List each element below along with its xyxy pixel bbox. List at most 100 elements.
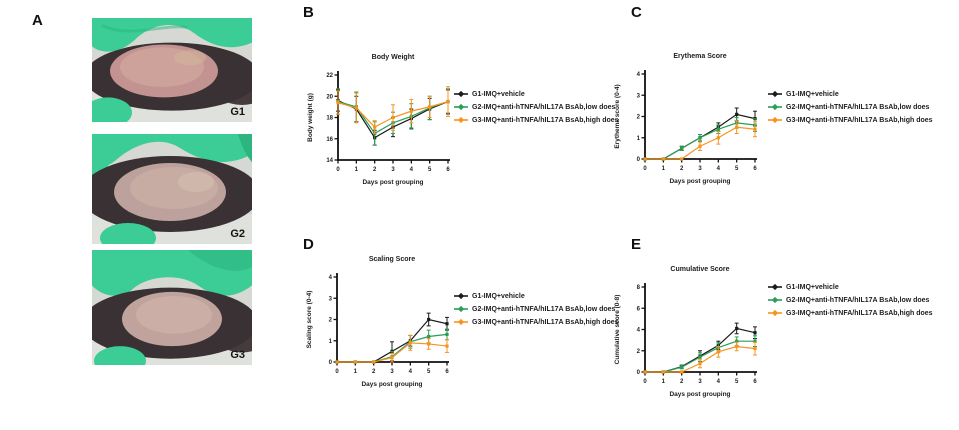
chart-body-weight: Body Weight Body weight (g) Days post grou…	[307, 54, 450, 186]
series-marker-icon	[454, 116, 468, 124]
legend-label: G3-IMQ+anti-hTNFA/hIL17A BsAb,high does	[472, 116, 619, 124]
data-point-marker	[680, 370, 684, 374]
x-tick-label: 1	[355, 167, 359, 173]
data-point-marker	[445, 344, 449, 348]
legend-item: G3-IMQ+anti-hTNFA/hIL17A BsAb,high does	[768, 116, 933, 124]
legend-item: G1-IMQ+vehicle	[768, 90, 933, 98]
y-tick-label: 6	[637, 306, 641, 312]
axes	[337, 71, 450, 161]
y-tick-label: 1	[637, 136, 641, 142]
y-axis-label: Scaling score (0-4)	[306, 291, 313, 349]
x-tick-label: 2	[680, 166, 684, 172]
data-point-marker	[353, 360, 357, 364]
x-tick-label: 4	[717, 166, 721, 172]
y-tick-label: 2	[637, 115, 641, 121]
mouse-skin-illustration	[92, 18, 252, 122]
chart-title: Scaling Score	[369, 256, 415, 263]
series-marker-icon	[454, 318, 468, 326]
y-tick-label: 22	[326, 73, 333, 79]
series-marker-icon	[768, 309, 782, 317]
data-point-marker	[716, 127, 720, 131]
series-3	[335, 334, 449, 364]
legend-item: G1-IMQ+vehicle	[454, 90, 619, 98]
axes	[336, 273, 449, 363]
legend-item: G2-IMQ+anti-hTNFA/hIL17A BsAb,low does	[768, 296, 933, 304]
legend-item: G2-IMQ+anti-hTNFA/hIL17A BsAb,low does	[768, 103, 933, 111]
x-tick-label: 6	[753, 379, 757, 385]
data-point-marker	[336, 101, 340, 105]
data-point-marker	[698, 136, 702, 140]
legend-label: G2-IMQ+anti-hTNFA/hIL17A BsAb,low does	[472, 305, 616, 313]
series-3	[336, 86, 450, 134]
data-point-marker	[391, 115, 395, 120]
mouse-skin-photo-g1: G1	[92, 18, 252, 122]
legend-label: G1-IMQ+vehicle	[472, 292, 525, 300]
panel-label-a: A	[32, 12, 44, 29]
legend-item: G2-IMQ+anti-hTNFA/hIL17A BsAb,low does	[454, 305, 619, 313]
series-marker-icon	[454, 305, 468, 313]
y-axis-label: Erythema score (0-4)	[614, 84, 621, 148]
y-tick-label: 16	[326, 137, 333, 143]
y-axis-label: Cumulative score (0-8)	[614, 295, 621, 365]
y-axis-label: Body weight (g)	[307, 93, 314, 142]
x-tick-label: 5	[428, 167, 432, 173]
legend-body-weight: G1-IMQ+vehicle G2-IMQ+anti-hTNFA/hIL17A B…	[454, 90, 619, 129]
mouse-skin-illustration	[92, 134, 252, 244]
data-point-marker	[735, 112, 739, 116]
series-2	[643, 117, 757, 161]
series-marker-icon	[454, 90, 468, 98]
y-tick-label: 2	[637, 349, 641, 355]
series-3	[643, 120, 757, 161]
x-tick-label: 2	[680, 379, 684, 385]
glove-thumb	[92, 97, 132, 122]
data-point-marker	[445, 322, 449, 326]
legend-item: G3-IMQ+anti-hTNFA/hIL17A BsAb,high does	[768, 309, 933, 317]
series-marker-icon	[768, 116, 782, 124]
legend-cumulative-score: G1-IMQ+vehicle G2-IMQ+anti-hTNFA/hIL17A B…	[768, 283, 933, 322]
legend-item: G3-IMQ+anti-hTNFA/hIL17A BsAb,high does	[454, 318, 619, 326]
legend-label: G1-IMQ+vehicle	[786, 90, 839, 98]
photo-label-g1: G1	[230, 106, 245, 118]
data-point-marker	[354, 106, 358, 110]
chart-erythema-score: Erythema Score Erythema score (0-4) Days p…	[614, 53, 757, 185]
legend-item: G2-IMQ+anti-hTNFA/hIL17A BsAb,low does	[454, 103, 619, 111]
legend-label: G2-IMQ+anti-hTNFA/hIL17A BsAb,low does	[786, 103, 930, 111]
photo-label-g3: G3	[230, 349, 245, 361]
x-axis-label: Days post grouping	[669, 178, 730, 185]
x-tick-label: 3	[390, 369, 394, 375]
legend-item: G1-IMQ+vehicle	[454, 292, 619, 300]
series-marker-icon	[768, 296, 782, 304]
legend-label: G3-IMQ+anti-hTNFA/hIL17A BsAb,high does	[786, 309, 933, 317]
legend-label: G1-IMQ+vehicle	[786, 283, 839, 291]
x-tick-label: 6	[445, 369, 449, 375]
y-tick-label: 0	[637, 157, 641, 163]
x-tick-label: 2	[373, 167, 377, 173]
x-tick-label: 1	[662, 166, 666, 172]
x-tick-label: 3	[698, 379, 702, 385]
x-tick-label: 1	[662, 379, 666, 385]
data-point-marker	[753, 331, 757, 335]
mouse-skin-illustration	[92, 250, 252, 365]
x-tick-label: 3	[698, 166, 702, 172]
y-tick-label: 4	[329, 275, 333, 281]
glove-thumb	[94, 346, 146, 365]
legend-label: G2-IMQ+anti-hTNFA/hIL17A BsAb,low does	[472, 103, 616, 111]
y-tick-label: 20	[326, 94, 333, 100]
x-axis-label: Days post grouping	[361, 381, 422, 388]
y-tick-label: 18	[326, 116, 333, 122]
data-point-marker	[445, 332, 449, 336]
legend-label: G1-IMQ+vehicle	[472, 90, 525, 98]
y-tick-label: 4	[637, 72, 641, 78]
chart-title: Erythema Score	[673, 53, 726, 60]
y-tick-label: 8	[637, 285, 641, 291]
y-tick-label: 14	[326, 158, 333, 164]
data-point-marker	[446, 99, 450, 104]
data-point-marker	[643, 370, 647, 374]
panel-label-b: B	[303, 4, 315, 21]
glove-top	[92, 18, 252, 52]
x-axis-label: Days post grouping	[669, 391, 730, 398]
x-tick-label: 5	[735, 379, 739, 385]
data-point-marker	[698, 355, 702, 359]
data-point-marker	[680, 146, 684, 150]
data-point-marker	[427, 317, 431, 322]
